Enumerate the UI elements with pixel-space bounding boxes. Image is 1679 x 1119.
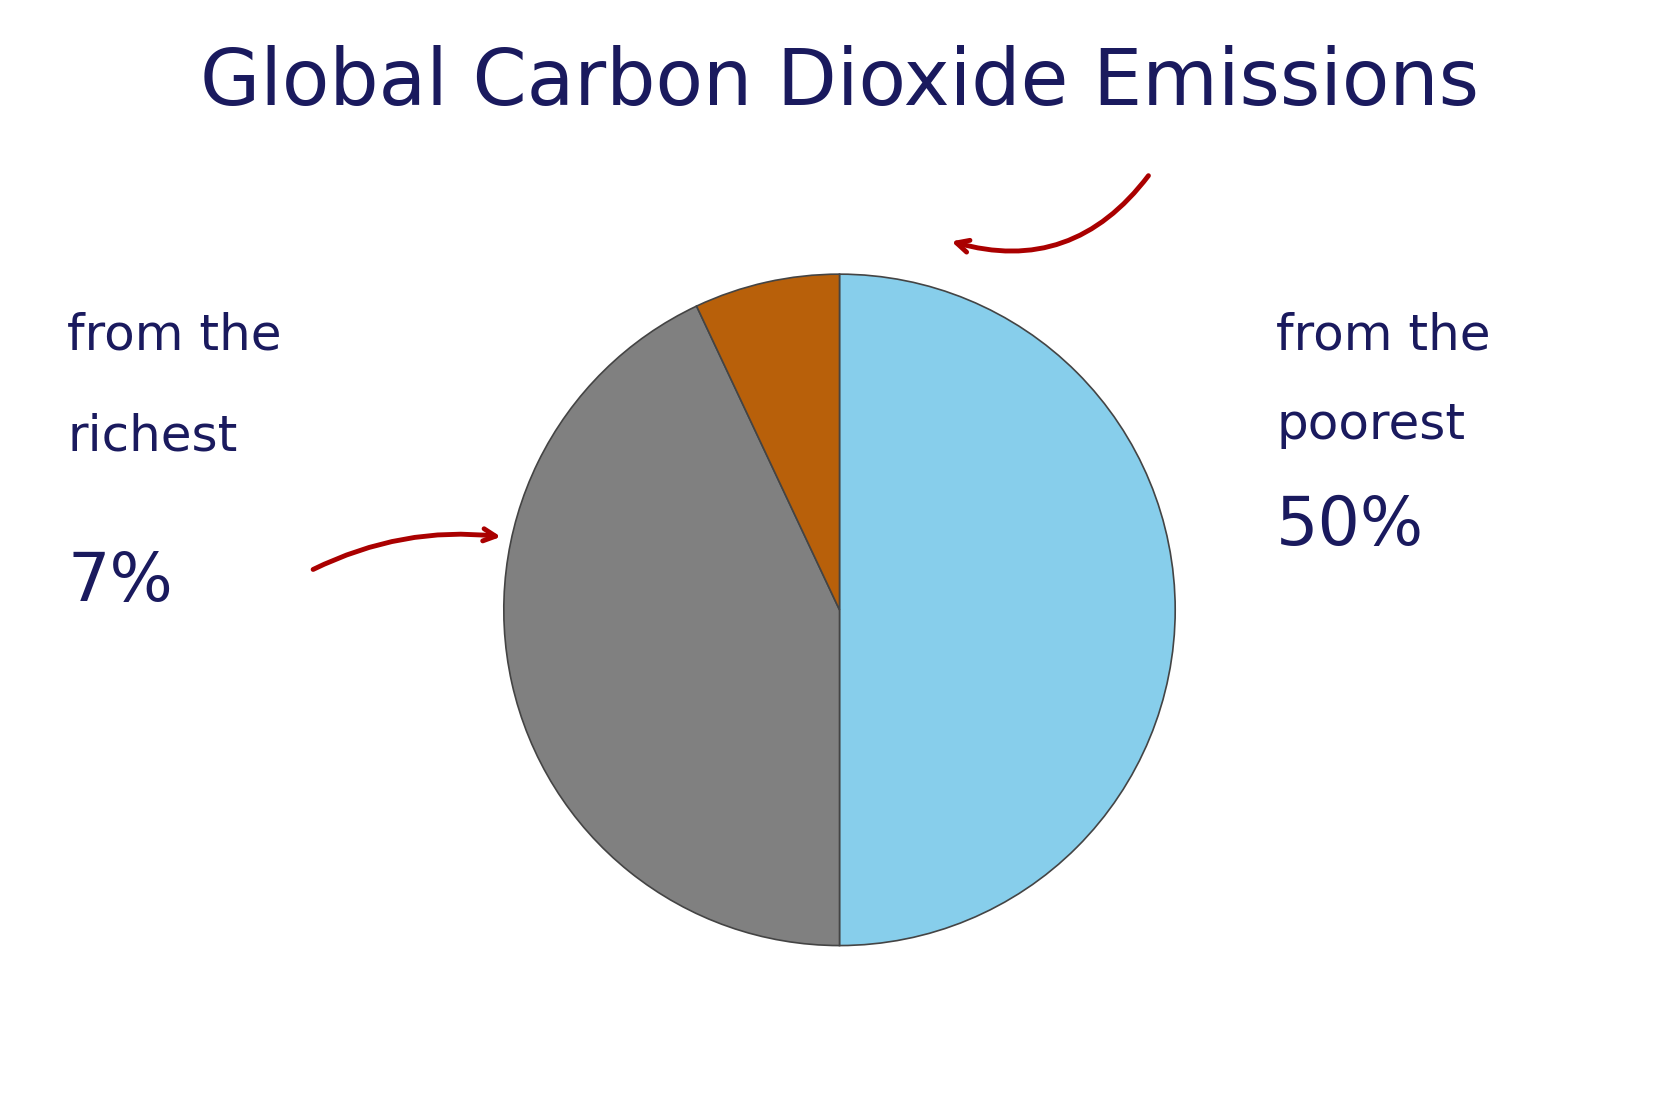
Text: richest: richest [67,413,237,460]
Wedge shape [697,274,840,610]
Text: 7%: 7% [67,549,173,614]
Text: from the: from the [1276,312,1491,359]
Text: Global Carbon Dioxide Emissions: Global Carbon Dioxide Emissions [200,45,1479,121]
Wedge shape [840,274,1175,946]
Text: from the: from the [67,312,282,359]
Text: poorest: poorest [1276,402,1466,449]
Text: 50%: 50% [1276,493,1424,558]
Wedge shape [504,307,840,946]
